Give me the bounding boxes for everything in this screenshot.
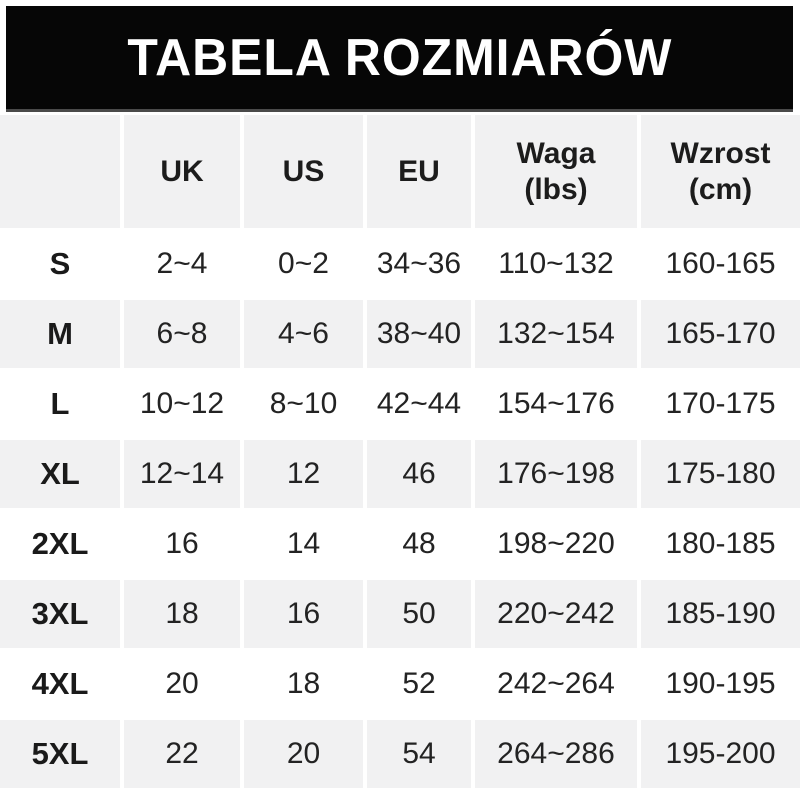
value-cell-eu: 42~44 [367, 370, 471, 438]
value-cell-us: 0~2 [244, 230, 363, 298]
value-cell-eu: 50 [367, 580, 471, 648]
header-cell-us: US [244, 115, 363, 228]
value-cell-waga: 176~198 [475, 440, 637, 508]
size-label-cell: 5XL [0, 720, 120, 788]
value-cell-eu: 48 [367, 510, 471, 578]
value-cell-wzrost: 165-170 [641, 300, 800, 368]
title-banner: TABELA ROZMIARÓW [6, 6, 793, 112]
size-label-cell: L [0, 370, 120, 438]
value-cell-waga: 220~242 [475, 580, 637, 648]
value-cell-uk: 16 [124, 510, 240, 578]
value-cell-uk: 6~8 [124, 300, 240, 368]
value-cell-eu: 38~40 [367, 300, 471, 368]
value-cell-us: 20 [244, 720, 363, 788]
size-label-cell: S [0, 230, 120, 298]
value-cell-eu: 52 [367, 650, 471, 718]
value-cell-uk: 18 [124, 580, 240, 648]
header-cell-uk: UK [124, 115, 240, 228]
header-cell-waga: Waga (lbs) [475, 115, 637, 228]
value-cell-us: 12 [244, 440, 363, 508]
size-label-cell: 2XL [0, 510, 120, 578]
value-cell-us: 16 [244, 580, 363, 648]
value-cell-eu: 34~36 [367, 230, 471, 298]
value-cell-wzrost: 190-195 [641, 650, 800, 718]
size-label-cell: 4XL [0, 650, 120, 718]
value-cell-waga: 110~132 [475, 230, 637, 298]
value-cell-uk: 2~4 [124, 230, 240, 298]
value-cell-us: 4~6 [244, 300, 363, 368]
value-cell-waga: 154~176 [475, 370, 637, 438]
value-cell-uk: 20 [124, 650, 240, 718]
value-cell-wzrost: 180-185 [641, 510, 800, 578]
value-cell-us: 14 [244, 510, 363, 578]
size-label-cell: M [0, 300, 120, 368]
value-cell-wzrost: 175-180 [641, 440, 800, 508]
value-cell-eu: 46 [367, 440, 471, 508]
value-cell-uk: 22 [124, 720, 240, 788]
size-label-cell: XL [0, 440, 120, 508]
value-cell-waga: 264~286 [475, 720, 637, 788]
value-cell-wzrost: 160-165 [641, 230, 800, 298]
value-cell-eu: 54 [367, 720, 471, 788]
size-label-cell: 3XL [0, 580, 120, 648]
header-cell-wzrost: Wzrost (cm) [641, 115, 800, 228]
header-cell-size [0, 115, 120, 228]
value-cell-wzrost: 185-190 [641, 580, 800, 648]
value-cell-wzrost: 170-175 [641, 370, 800, 438]
value-cell-waga: 132~154 [475, 300, 637, 368]
size-table: UK US EU Waga (lbs) Wzrost (cm) S 2~4 0~2 3… [0, 115, 800, 788]
value-cell-uk: 10~12 [124, 370, 240, 438]
value-cell-wzrost: 195-200 [641, 720, 800, 788]
value-cell-uk: 12~14 [124, 440, 240, 508]
header-cell-eu: EU [367, 115, 471, 228]
value-cell-us: 8~10 [244, 370, 363, 438]
value-cell-waga: 242~264 [475, 650, 637, 718]
page-title: TABELA ROZMIARÓW [127, 28, 672, 87]
value-cell-waga: 198~220 [475, 510, 637, 578]
value-cell-us: 18 [244, 650, 363, 718]
